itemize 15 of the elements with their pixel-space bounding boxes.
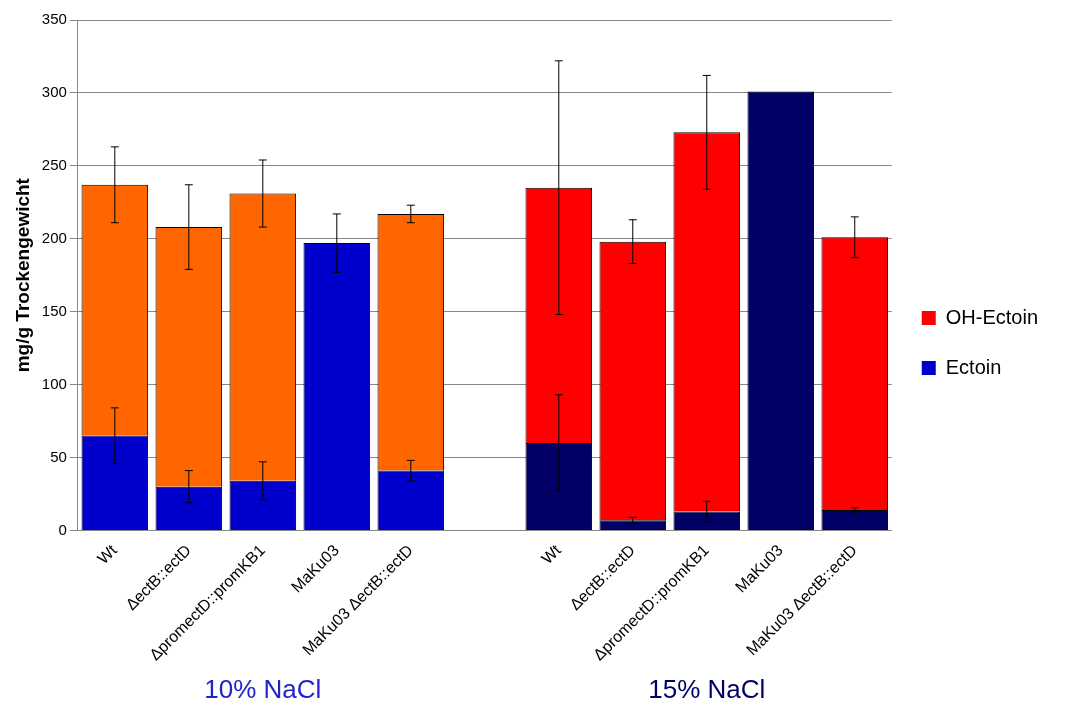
x-tick-label: Wt (538, 540, 565, 568)
y-tick-label: 200 (41, 228, 67, 246)
y-tick-label: 0 (58, 520, 67, 538)
y-tick-label: 250 (41, 155, 67, 173)
y-tick-label: 150 (41, 301, 67, 319)
x-tick-label: Wt (94, 540, 121, 568)
y-tick-label: 350 (41, 10, 67, 28)
legend-label: OH-Ectoin (945, 305, 1038, 328)
y-tick-label: 50 (50, 447, 67, 465)
text: 15% NaCl (648, 674, 766, 705)
y-axis-title: mg/g Trockengewicht (11, 177, 33, 373)
y-tick-label: 300 (41, 83, 67, 101)
legend-label: Ectoin (945, 355, 1002, 378)
y-tick-label: 100 (41, 374, 67, 392)
text: 10% NaCl (204, 674, 322, 705)
